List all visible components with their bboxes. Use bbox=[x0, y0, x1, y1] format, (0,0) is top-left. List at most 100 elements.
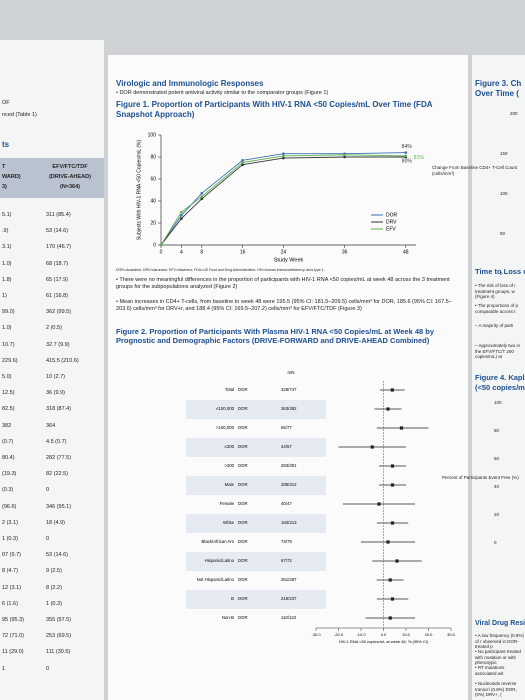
text: 5.0) bbox=[2, 374, 12, 380]
heading: Virologic and Immunologic Responses bbox=[116, 79, 264, 88]
heading: Figure 3. Ch bbox=[475, 79, 522, 88]
text: 0 bbox=[46, 536, 50, 542]
text: 3) bbox=[2, 184, 7, 190]
data-point bbox=[180, 210, 183, 214]
text: 1 (0.3) bbox=[46, 600, 62, 607]
arm-label: DOR bbox=[238, 406, 248, 411]
text: 111 (30.5) bbox=[46, 649, 71, 656]
text: 50 bbox=[500, 231, 506, 236]
middle-column: Virologic and Immunologic Responses • DOR… bbox=[108, 55, 468, 700]
heading: Figure 4. Kaplan- bbox=[475, 373, 525, 382]
text: 1.0) bbox=[2, 260, 12, 267]
heading: Figure 2. Proportion of Participants Wit… bbox=[116, 327, 434, 346]
row-label: Male bbox=[225, 482, 235, 487]
column-header: n/N bbox=[287, 370, 294, 375]
left-column: OF nced (Table 1) ts EFV/FTC/TDF (DRIVE-AHEA… bbox=[0, 40, 104, 700]
text: 318 (87.4) bbox=[46, 406, 72, 413]
text: 9 (2.5) bbox=[46, 568, 62, 575]
text: 0 bbox=[500, 271, 503, 276]
y-tick-label: 40 bbox=[150, 198, 156, 204]
x-tick-label: 36 bbox=[342, 249, 348, 255]
estimate bbox=[386, 407, 390, 411]
legend-label: DOR bbox=[386, 212, 398, 218]
arm-label: DOR bbox=[238, 425, 248, 430]
arm-label: DOR bbox=[238, 615, 248, 620]
text: 6 (1.6) bbox=[2, 600, 18, 607]
text: 60 bbox=[494, 456, 500, 461]
text: 65 (17.9) bbox=[46, 276, 69, 283]
text: 382 bbox=[2, 422, 12, 429]
text: 68 (18.7) bbox=[46, 260, 69, 267]
text: 170 (46.7) bbox=[46, 244, 72, 251]
row-label: Non-B bbox=[222, 615, 234, 620]
n-label: 65/77 bbox=[281, 425, 292, 430]
estimate bbox=[390, 483, 395, 487]
n-label: 218/237 bbox=[281, 596, 297, 601]
text: 53 (14.6) bbox=[46, 228, 69, 235]
text: • Mean increases in CD4+ T-cells, from b… bbox=[116, 299, 452, 312]
text: (N=364) bbox=[59, 184, 81, 190]
x-tick-label: -20.0 bbox=[334, 632, 344, 637]
x-axis-label: Study Week bbox=[274, 257, 304, 263]
estimate bbox=[388, 578, 392, 582]
text: • There were no meaningful differences i… bbox=[116, 277, 450, 290]
arm-label: DOR bbox=[238, 463, 248, 468]
text: 53 (14.6) bbox=[46, 552, 69, 559]
legend-label: DRV bbox=[386, 219, 397, 225]
n-label: 288/312 bbox=[281, 482, 297, 487]
row-band bbox=[186, 400, 326, 419]
text: 82 (22.5) bbox=[46, 471, 69, 478]
data-point bbox=[241, 159, 244, 162]
x-tick-label: -10.0 bbox=[356, 632, 366, 637]
text: 1) bbox=[2, 293, 7, 299]
data-label: 84% bbox=[402, 144, 413, 150]
text: 12.5) bbox=[2, 390, 15, 397]
text: .9) bbox=[2, 228, 9, 235]
text: 0 bbox=[46, 665, 50, 672]
y-tick-label: 20 bbox=[150, 220, 156, 226]
series-line bbox=[160, 156, 406, 246]
text: 5.1) bbox=[2, 212, 12, 218]
text: 2 (3.1) bbox=[2, 519, 18, 526]
estimate bbox=[388, 616, 392, 620]
text: 100 bbox=[494, 400, 502, 405]
n-label: 283/301 bbox=[281, 463, 297, 468]
arm-label: DOR bbox=[238, 596, 248, 601]
text: 415.5 (210.6) bbox=[46, 357, 79, 364]
text: 61 (16.8) bbox=[46, 293, 69, 299]
text: 1 bbox=[2, 665, 6, 672]
row-label: ≤100,000 bbox=[216, 406, 235, 411]
text: 36 (9.9) bbox=[46, 390, 65, 397]
x-tick-label: 8 bbox=[200, 249, 203, 255]
text: 364 bbox=[46, 422, 56, 429]
text: • No participant treated with mutation o… bbox=[475, 649, 521, 666]
text: 80.4) bbox=[2, 455, 15, 461]
x-tick-label: 4 bbox=[180, 249, 183, 255]
estimate bbox=[386, 540, 390, 544]
data-point bbox=[159, 243, 163, 247]
estimate bbox=[377, 502, 381, 506]
data-label: 81% bbox=[414, 155, 425, 161]
text: 0 bbox=[494, 540, 497, 545]
text: 8 (2.2) bbox=[46, 584, 62, 591]
estimate bbox=[390, 597, 395, 601]
n-label: 263/282 bbox=[281, 406, 297, 411]
data-point bbox=[343, 155, 346, 159]
heading: Over Time ( bbox=[475, 89, 519, 98]
estimate bbox=[390, 388, 394, 392]
row-band bbox=[186, 552, 326, 571]
n-label: 44/57 bbox=[281, 444, 292, 449]
estimate bbox=[370, 445, 374, 449]
text: 346 (95.1) bbox=[46, 503, 72, 510]
data-point bbox=[200, 195, 204, 198]
row-label: Black/African Am bbox=[202, 539, 235, 544]
text: (19.3) bbox=[2, 471, 17, 478]
text: 8 (4.7) bbox=[2, 568, 18, 575]
text: 32.7 (9.9) bbox=[46, 341, 70, 348]
text: • The proportions of p comparable across… bbox=[475, 303, 519, 314]
row-band bbox=[186, 438, 326, 457]
row-label: B bbox=[231, 596, 234, 601]
estimate bbox=[390, 464, 395, 468]
